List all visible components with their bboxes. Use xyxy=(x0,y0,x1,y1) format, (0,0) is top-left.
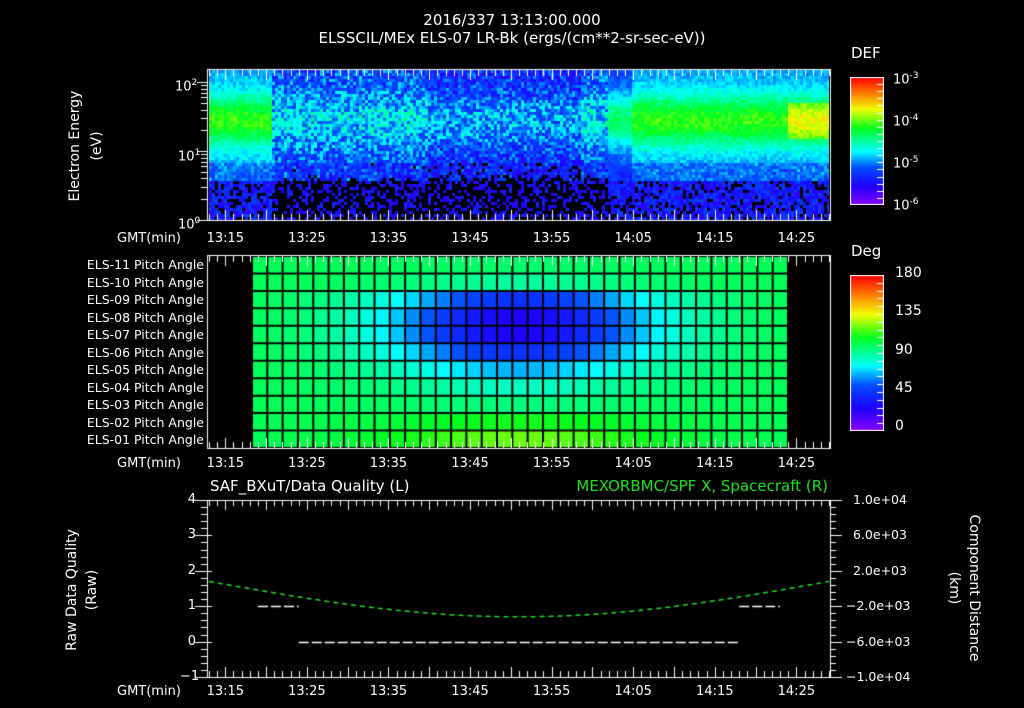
distance-tick-label: −2.0e+03 xyxy=(846,598,911,614)
def-colorbar xyxy=(850,77,884,205)
def-colorbar-title: DEF xyxy=(851,44,881,62)
time-axis-label: GMT(min) xyxy=(117,684,181,699)
energy-tick-1: 100 xyxy=(178,216,201,233)
pitch-angle-row-label: ELS-03 Pitch Angle xyxy=(86,397,204,412)
deg-tick-135: 135 xyxy=(895,303,922,319)
deg-tick-45: 45 xyxy=(895,380,913,396)
time-tick-label: 14:25 xyxy=(777,684,816,699)
quality-axis-units: (Raw) xyxy=(84,569,100,611)
time-tick-label: 13:15 xyxy=(206,231,245,246)
energy-axis-units: (eV) xyxy=(89,131,105,161)
pitch-angle-row-label: ELS-10 Pitch Angle xyxy=(86,274,204,290)
pitch-angle-row-label: ELS-02 Pitch Angle xyxy=(86,414,204,430)
quality-tick-label: 2 xyxy=(187,562,196,578)
deg-tick-0: 0 xyxy=(895,418,904,434)
spectrogram-axes xyxy=(190,60,850,235)
deg-tick-180: 180 xyxy=(895,265,922,281)
distance-tick-label: 6.0e+03 xyxy=(853,527,907,543)
quality-tick-label: 1 xyxy=(187,598,196,614)
pitch-angle-row-label: ELS-08 Pitch Angle xyxy=(86,309,204,325)
time-tick-label: 14:05 xyxy=(614,231,652,246)
time-tick-label: 14:25 xyxy=(777,231,816,246)
time-tick-label: 13:35 xyxy=(369,684,408,699)
time-tick-label: 13:55 xyxy=(532,231,571,246)
time-tick-label: 13:25 xyxy=(288,684,326,699)
time-tick-label: 13:15 xyxy=(206,456,245,471)
time-tick-label: 13:35 xyxy=(369,456,408,471)
distance-tick-label: 1.0e+04 xyxy=(853,492,907,507)
time-tick-label: 13:55 xyxy=(532,684,571,699)
energy-tick-10: 101 xyxy=(178,148,201,165)
pitch-angle-row-label: ELS-01 Pitch Angle xyxy=(86,432,204,447)
distance-axis-label: Component Distance xyxy=(966,514,982,662)
distance-tick-label: −6.0e+03 xyxy=(846,633,911,649)
time-tick-label: 13:25 xyxy=(288,231,326,246)
pitch-angle-row-label: ELS-06 Pitch Angle xyxy=(86,344,204,360)
time-tick-label: 14:15 xyxy=(696,231,734,246)
pitch-angle-heatmap[interactable] xyxy=(190,250,850,455)
time-tick-label: 14:05 xyxy=(614,456,652,471)
left-series-title: SAF_BXuT/Data Quality (L) xyxy=(210,477,410,495)
pitch-angle-row-label: ELS-04 Pitch Angle xyxy=(86,379,204,395)
data-quality-plot[interactable] xyxy=(190,495,850,690)
time-axis-label: GMT(min) xyxy=(117,231,181,246)
time-tick-label: 13:15 xyxy=(206,684,245,699)
time-tick-label: 14:05 xyxy=(614,684,652,699)
time-tick-label: 14:15 xyxy=(696,456,734,471)
plot-timestamp: 2016/337 13:13:00.000 xyxy=(423,11,601,29)
quality-tick-label: 4 xyxy=(187,492,196,507)
energy-tick-100: 102 xyxy=(175,78,198,95)
pitch-angle-row-label: ELS-05 Pitch Angle xyxy=(86,362,204,377)
distance-axis-units: (km) xyxy=(946,571,962,605)
time-tick-label: 13:45 xyxy=(451,231,489,246)
time-tick-label: 14:15 xyxy=(696,684,734,699)
quality-axis-label: Raw Data Quality xyxy=(64,529,80,651)
time-axis-label: GMT(min) xyxy=(117,456,181,471)
quality-tick-label: 0 xyxy=(187,633,196,649)
quality-tick-label: −1 xyxy=(180,669,200,684)
deg-colorbar xyxy=(850,275,884,431)
quality-tick-label: 3 xyxy=(187,527,196,543)
pitch-angle-row-label: ELS-09 Pitch Angle xyxy=(86,292,204,307)
energy-axis-label: Electron Energy xyxy=(67,90,83,202)
deg-tick-90: 90 xyxy=(895,342,913,358)
time-tick-label: 13:45 xyxy=(451,456,489,471)
time-tick-label: 13:35 xyxy=(369,231,408,246)
def-tick-1e-4: 10-4 xyxy=(893,113,919,130)
time-tick-label: 13:45 xyxy=(451,684,489,699)
def-tick-1e-5: 10-5 xyxy=(893,155,919,172)
time-tick-label: 13:55 xyxy=(532,456,571,471)
distance-tick-label: 2.0e+03 xyxy=(853,562,907,578)
pitch-angle-row-label: ELS-07 Pitch Angle xyxy=(86,327,204,342)
def-tick-1e-6: 10-6 xyxy=(893,197,919,214)
pitch-angle-row-label: ELS-11 Pitch Angle xyxy=(86,257,204,272)
def-tick-1e-3: 10-3 xyxy=(893,71,919,88)
deg-colorbar-title: Deg xyxy=(851,242,882,260)
right-series-title: MEXORBMC/SPF X, Spacecraft (R) xyxy=(576,477,828,495)
plot-title: ELSSCIL/MEx ELS-07 LR-Bk (ergs/(cm**2-sr… xyxy=(318,29,706,47)
distance-tick-label: −1.0e+04 xyxy=(846,669,911,684)
time-tick-label: 14:25 xyxy=(777,456,816,471)
time-tick-label: 13:25 xyxy=(288,456,326,471)
